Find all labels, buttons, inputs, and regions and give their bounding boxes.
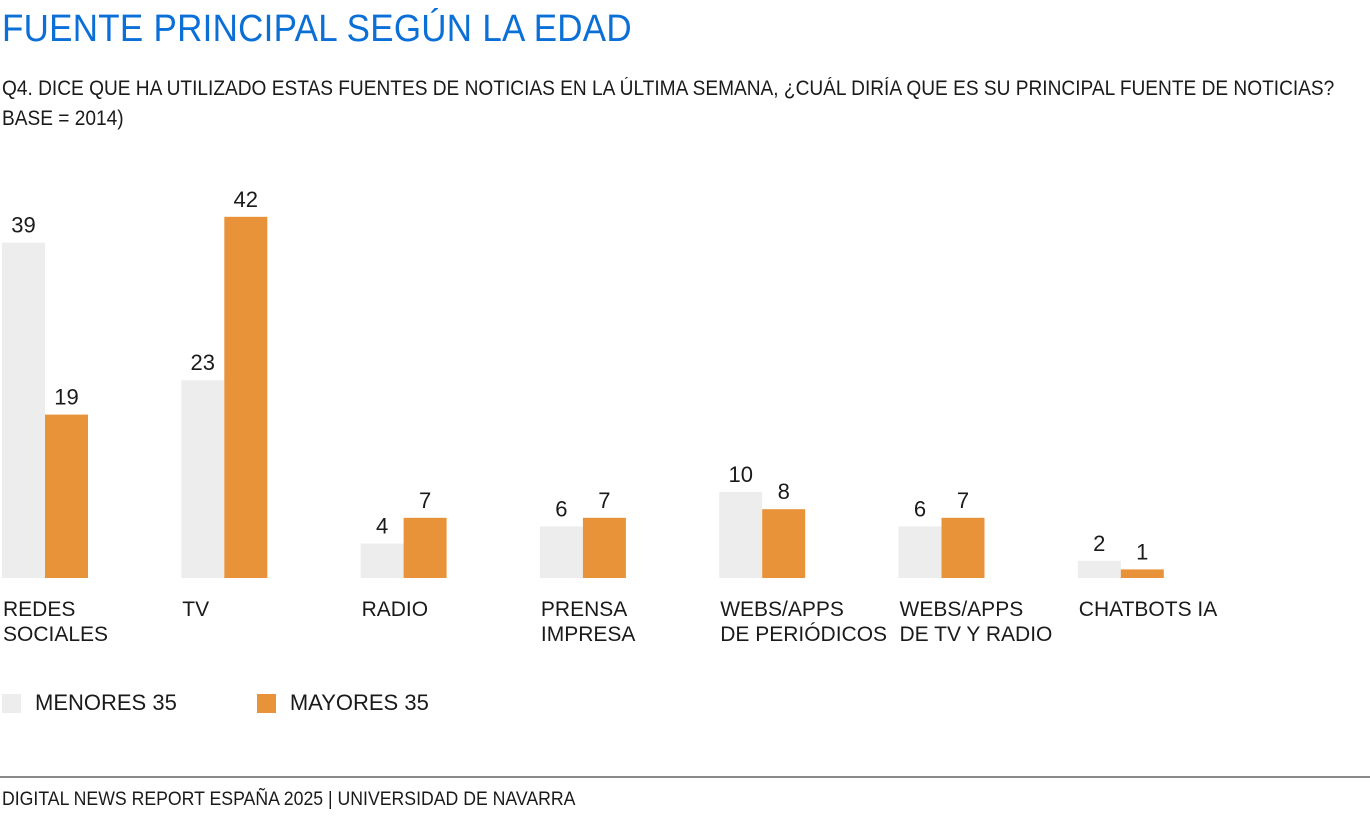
bar-menores-35-webs-apps-de-tv-y-radio [898, 526, 942, 578]
subtitle-line-1: Q4. DICE QUE HA UTILIZADO ESTAS FUENTES … [2, 77, 1335, 100]
value-label-menores-35-prensa-impresa: 6 [555, 496, 567, 521]
value-label-menores-35-radio: 4 [376, 514, 388, 539]
bar-mayores-35-tv [224, 216, 268, 579]
category-label-webs-apps-de-periodicos-line-1: WEBS/APPS [720, 598, 844, 621]
category-label-redes-sociales-line-1: REDES [3, 598, 75, 621]
chart-subtitle: Q4. DICE QUE HA UTILIZADO ESTAS FUENTES … [2, 74, 1340, 134]
legend-item-mayores: MAYORES 35 [256, 690, 429, 716]
value-label-menores-35-chatbots-ia: 2 [1093, 531, 1105, 556]
value-label-mayores-35-prensa-impresa: 7 [598, 488, 610, 513]
value-label-mayores-35-tv: 42 [234, 187, 258, 212]
chart-title: FUENTE PRINCIPAL SEGÚN LA EDAD [2, 8, 632, 50]
category-label-webs-apps-de-periodicos-line-2: DE PERIÓDICOS [720, 623, 887, 646]
category-label-chatbots-ia-line-1: CHATBOTS IA [1079, 598, 1217, 621]
category-label-redes-sociales-line-2: SOCIALES [3, 623, 108, 646]
category-label-webs-apps-de-tv-y-radio-line-2: DE TV Y RADIO [900, 623, 1053, 646]
category-label-radio-line-1: RADIO [362, 598, 429, 621]
bar-menores-35-webs-apps-de-periodicos [719, 492, 763, 578]
bar-menores-35-chatbots-ia [1077, 560, 1121, 578]
subtitle-line-2: BASE = 2014) [2, 107, 124, 130]
bar-mayores-35-webs-apps-de-periodicos [762, 509, 806, 578]
category-label-prensa-impresa-line-2: IMPRESA [541, 623, 636, 646]
value-label-mayores-35-chatbots-ia: 1 [1136, 539, 1148, 564]
footer-divider [0, 776, 1370, 778]
bar-menores-35-radio [360, 543, 404, 578]
value-label-mayores-35-webs-apps-de-periodicos: 8 [778, 479, 790, 504]
value-label-mayores-35-webs-apps-de-tv-y-radio: 7 [957, 488, 969, 513]
bar-mayores-35-prensa-impresa [582, 517, 626, 578]
category-label-webs-apps-de-tv-y-radio-line-1: WEBS/APPS [900, 598, 1024, 621]
legend-label-mayores: MAYORES 35 [289, 690, 429, 715]
legend: MENORES 35 MAYORES 35 [2, 690, 509, 716]
legend-swatch-mayores [256, 693, 276, 713]
legend-label-menores: MENORES 35 [35, 690, 177, 715]
bar-mayores-35-webs-apps-de-tv-y-radio [941, 517, 985, 578]
value-label-menores-35-redes-sociales: 39 [11, 213, 35, 238]
value-label-menores-35-webs-apps-de-tv-y-radio: 6 [914, 496, 926, 521]
category-label-tv-line-1: TV [182, 598, 209, 621]
footer-source: DIGITAL NEWS REPORT ESPAÑA 2025 | UNIVER… [2, 789, 576, 810]
bar-menores-35-redes-sociales [2, 242, 45, 578]
bar-menores-35-prensa-impresa [539, 526, 583, 578]
value-label-mayores-35-radio: 7 [419, 488, 431, 513]
legend-item-menores: MENORES 35 [2, 690, 177, 716]
bar-mayores-35-chatbots-ia [1120, 569, 1164, 578]
bar-mayores-35-redes-sociales [45, 414, 88, 578]
value-label-menores-35-tv: 23 [191, 350, 215, 375]
value-label-menores-35-webs-apps-de-periodicos: 10 [728, 462, 752, 487]
legend-swatch-menores [2, 693, 21, 713]
category-label-prensa-impresa-line-1: PRENSA [541, 598, 627, 621]
bar-menores-35-tv [181, 380, 225, 578]
value-label-mayores-35-redes-sociales: 19 [54, 385, 78, 410]
bar-mayores-35-radio [403, 517, 447, 578]
